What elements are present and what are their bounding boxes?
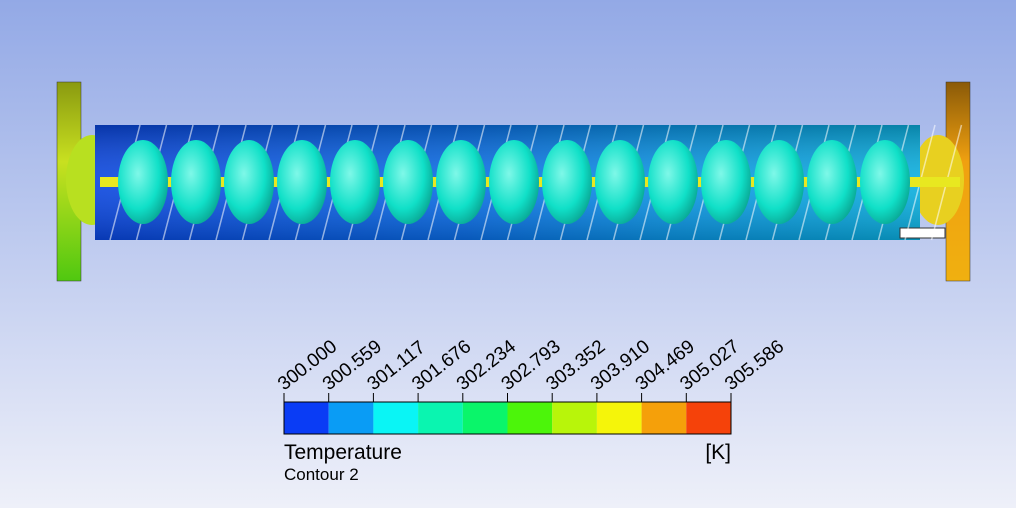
legend-swatch	[641, 402, 687, 434]
sphere	[489, 140, 539, 224]
legend-swatch	[373, 402, 419, 434]
legend-swatch	[284, 402, 329, 434]
sphere	[171, 140, 221, 224]
legend-swatch	[596, 402, 642, 434]
legend-title: Temperature	[284, 441, 402, 464]
sphere	[118, 140, 168, 224]
legend-swatch	[686, 402, 731, 434]
sphere	[277, 140, 327, 224]
outlet	[899, 227, 946, 239]
legend-swatch	[418, 402, 463, 434]
sphere	[701, 140, 751, 224]
legend-subtitle: Contour 2	[284, 465, 359, 484]
sphere	[595, 140, 645, 224]
model	[56, 81, 971, 282]
spheres	[118, 140, 910, 224]
legend-swatch	[552, 402, 597, 434]
legend-swatch	[328, 402, 374, 434]
sphere	[383, 140, 433, 224]
sphere	[330, 140, 380, 224]
sphere	[807, 140, 857, 224]
sphere	[436, 140, 486, 224]
sphere	[648, 140, 698, 224]
legend-swatch	[507, 402, 553, 434]
legend-unit: [K]	[705, 441, 731, 464]
sphere	[224, 140, 274, 224]
legend-swatch	[462, 402, 508, 434]
sphere	[860, 140, 910, 224]
sphere	[754, 140, 804, 224]
sphere	[542, 140, 592, 224]
